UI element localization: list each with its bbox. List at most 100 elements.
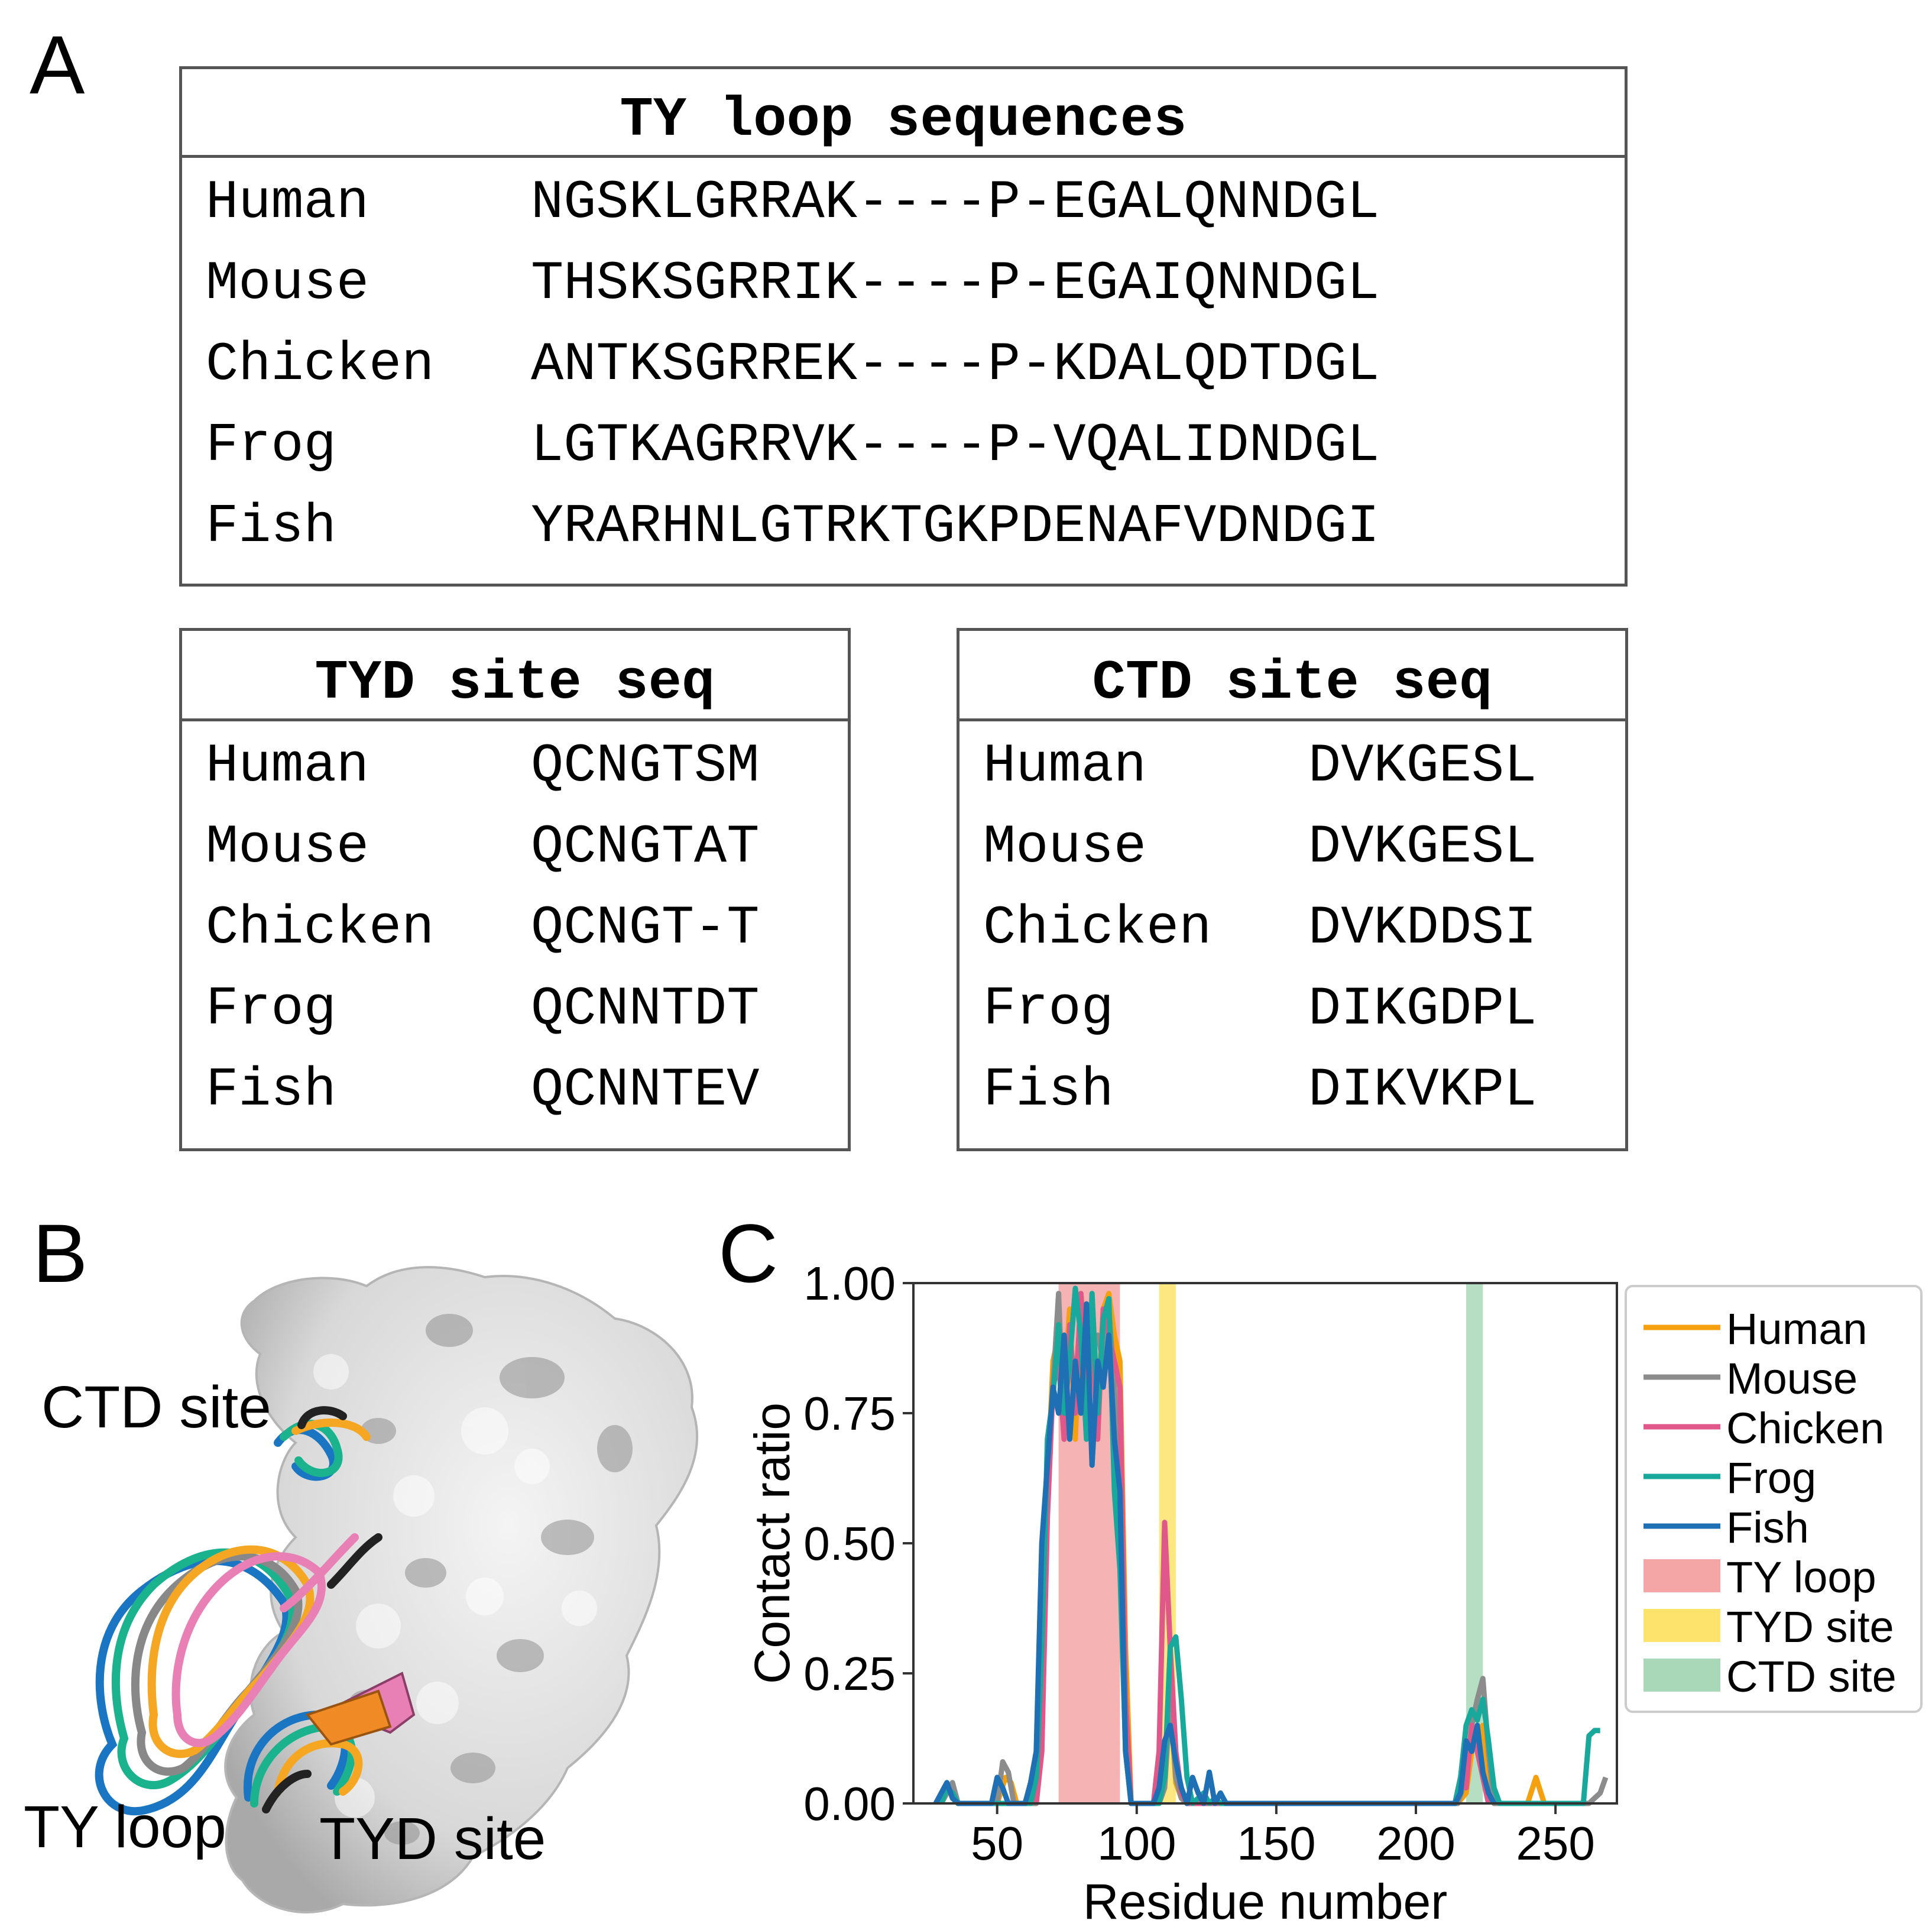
species-name: Mouse bbox=[206, 252, 369, 315]
tyd-site-ribbons bbox=[243, 1710, 363, 1813]
table-row: Human NGSKLGRRAK----P-EGALQNNDGL bbox=[206, 176, 1625, 257]
table-row: Fish QCNNTEV bbox=[206, 1063, 848, 1144]
series-line-chicken bbox=[1033, 1291, 1492, 1806]
table-row: Chicken ANTKSGRREK----P-KDALQDTDGL bbox=[206, 338, 1625, 419]
ty-loop-label: TY loop bbox=[24, 1794, 226, 1860]
sequence: NGSKLGRRAK----P-EGALQNNDGL bbox=[531, 171, 1380, 234]
table-row: Frog LGTKAGRRVK----P-VQALIDNDGL bbox=[206, 419, 1625, 500]
ty-loop-table: TY loop sequences Human NGSKLGRRAK----P-E… bbox=[179, 66, 1628, 587]
ctd-site-table: CTD site seq Human DVKGESL Mouse DVKGESL C… bbox=[957, 628, 1628, 1151]
table-row: Fish DIKVKPL bbox=[983, 1063, 1625, 1144]
region-band-ctd-site bbox=[1466, 1283, 1483, 1803]
series-line-frog bbox=[938, 1285, 1600, 1806]
tyd-site-arrow bbox=[328, 1672, 416, 1734]
x-tick-label: 150 bbox=[1237, 1817, 1315, 1870]
y-axis-label: Contact ratio bbox=[744, 1403, 800, 1684]
ctd-site-label: CTD site bbox=[41, 1374, 271, 1440]
y-tick-label: 0.25 bbox=[803, 1647, 896, 1700]
plot-frame bbox=[912, 1282, 1618, 1805]
sequence: DVKDDSI bbox=[1308, 897, 1537, 959]
table-row: Frog QCNNTDT bbox=[206, 982, 848, 1063]
legend-label: Chicken bbox=[1726, 1404, 1884, 1453]
legend-swatch-ctd-site bbox=[1644, 1659, 1720, 1692]
legend-label: TYD site bbox=[1726, 1602, 1894, 1651]
species-name: Mouse bbox=[983, 816, 1147, 878]
panel-label-b: B bbox=[33, 1207, 88, 1300]
sequence: DVKGESL bbox=[1308, 735, 1537, 797]
table-row: Mouse DVKGESL bbox=[983, 820, 1625, 901]
legend-label: Mouse bbox=[1726, 1354, 1858, 1403]
ty-loop-ribbons bbox=[95, 1533, 382, 1816]
legend-label: Fish bbox=[1726, 1503, 1809, 1552]
species-name: Mouse bbox=[206, 816, 369, 878]
y-tick-label: 0.75 bbox=[803, 1387, 896, 1440]
table-row: Human DVKGESL bbox=[983, 739, 1625, 820]
sequence: ANTKSGRREK----P-KDALQDTDGL bbox=[531, 333, 1380, 396]
species-name: Human bbox=[206, 171, 369, 234]
sequence: DVKGESL bbox=[1308, 816, 1537, 878]
y-tick-label: 0.00 bbox=[803, 1777, 896, 1830]
species-name: Human bbox=[206, 735, 369, 797]
panel-label-a: A bbox=[30, 18, 85, 111]
sequence: THSKSGRRIK----P-EGAIQNNDGL bbox=[531, 252, 1380, 315]
table-row: Mouse THSKSGRRIK----P-EGAIQNNDGL bbox=[206, 257, 1625, 338]
sequence: QCNGTSM bbox=[531, 735, 760, 797]
series-line-human bbox=[939, 1291, 1547, 1806]
panel-label-c: C bbox=[718, 1207, 779, 1300]
table-row: Mouse QCNGTAT bbox=[206, 820, 848, 901]
legend-label: Human bbox=[1726, 1304, 1868, 1353]
tyd-site-label: TYD site bbox=[319, 1806, 546, 1872]
y-tick-label: 1.00 bbox=[803, 1257, 896, 1310]
ctd-site-table-title: CTD site seq bbox=[959, 631, 1625, 721]
ty-loop-rows: Human NGSKLGRRAK----P-EGALQNNDGL Mouse THS… bbox=[182, 158, 1625, 581]
chart-series-lines bbox=[933, 1285, 1609, 1806]
x-axis-label: Residue number bbox=[1083, 1874, 1447, 1927]
sequence: LGTKAGRRVK----P-VQALIDNDGL bbox=[531, 414, 1380, 477]
tyd-site-rows: Human QCNGTSM Mouse QCNGTAT Chicken QCNGT-T… bbox=[182, 721, 848, 1144]
region-band-tyd-site bbox=[1159, 1283, 1176, 1803]
legend-label: CTD site bbox=[1726, 1652, 1897, 1701]
species-name: Chicken bbox=[206, 897, 435, 959]
x-tick-label: 200 bbox=[1376, 1817, 1455, 1870]
species-name: Fish bbox=[206, 1059, 336, 1121]
species-name: Frog bbox=[206, 978, 336, 1040]
sequence: QCNGT-T bbox=[531, 897, 760, 959]
sequence: YRARHNLGTRKTGKPDENAFVDNDGI bbox=[531, 495, 1380, 558]
legend-swatch-tyd-site bbox=[1644, 1609, 1720, 1642]
x-tick-label: 100 bbox=[1097, 1817, 1176, 1870]
table-row: Fish YRARHNLGTRKTGKPDENAFVDNDGI bbox=[206, 500, 1625, 581]
sequence: QCNNTEV bbox=[531, 1059, 760, 1121]
table-row: Chicken DVKDDSI bbox=[983, 901, 1625, 982]
chart-axis-ticks: 50 100 150 200 250 0.00 0.25 0.50 0.75 1.00 bbox=[803, 1257, 1595, 1870]
tyd-site-arrow-orange bbox=[305, 1689, 392, 1746]
ctd-site-rows: Human DVKGESL Mouse DVKGESL Chicken DVKDDSI… bbox=[959, 721, 1625, 1144]
species-name: Fish bbox=[206, 495, 336, 558]
legend-label: Frog bbox=[1726, 1453, 1816, 1502]
species-name: Chicken bbox=[983, 897, 1212, 959]
species-name: Fish bbox=[983, 1059, 1114, 1121]
y-tick-label: 0.50 bbox=[803, 1517, 896, 1570]
species-name: Human bbox=[983, 735, 1147, 797]
sequence: DIKGDPL bbox=[1308, 978, 1537, 1040]
tyd-site-table-title: TYD site seq bbox=[182, 631, 848, 721]
ty-loop-table-title: TY loop sequences bbox=[182, 69, 1625, 158]
table-row: Chicken QCNGT-T bbox=[206, 901, 848, 982]
species-name: Frog bbox=[206, 414, 336, 477]
chart-region-bands bbox=[1058, 1283, 1483, 1803]
species-name: Chicken bbox=[206, 333, 435, 396]
series-line-fish bbox=[933, 1301, 1497, 1806]
species-name: Frog bbox=[983, 978, 1114, 1040]
x-tick-label: 250 bbox=[1516, 1817, 1594, 1870]
surface-shading bbox=[349, 1314, 633, 1845]
region-band-ty-loop bbox=[1058, 1283, 1120, 1803]
series-line-mouse bbox=[939, 1291, 1609, 1806]
table-row: Human QCNGTSM bbox=[206, 739, 848, 820]
legend-swatch-ty-loop bbox=[1644, 1559, 1720, 1592]
sequence: QCNNTDT bbox=[531, 978, 760, 1040]
ctd-site-ribbons bbox=[274, 1406, 371, 1481]
sequence: DIKVKPL bbox=[1308, 1059, 1537, 1121]
sequence: QCNGTAT bbox=[531, 816, 760, 878]
legend-label: TY loop bbox=[1726, 1553, 1876, 1602]
